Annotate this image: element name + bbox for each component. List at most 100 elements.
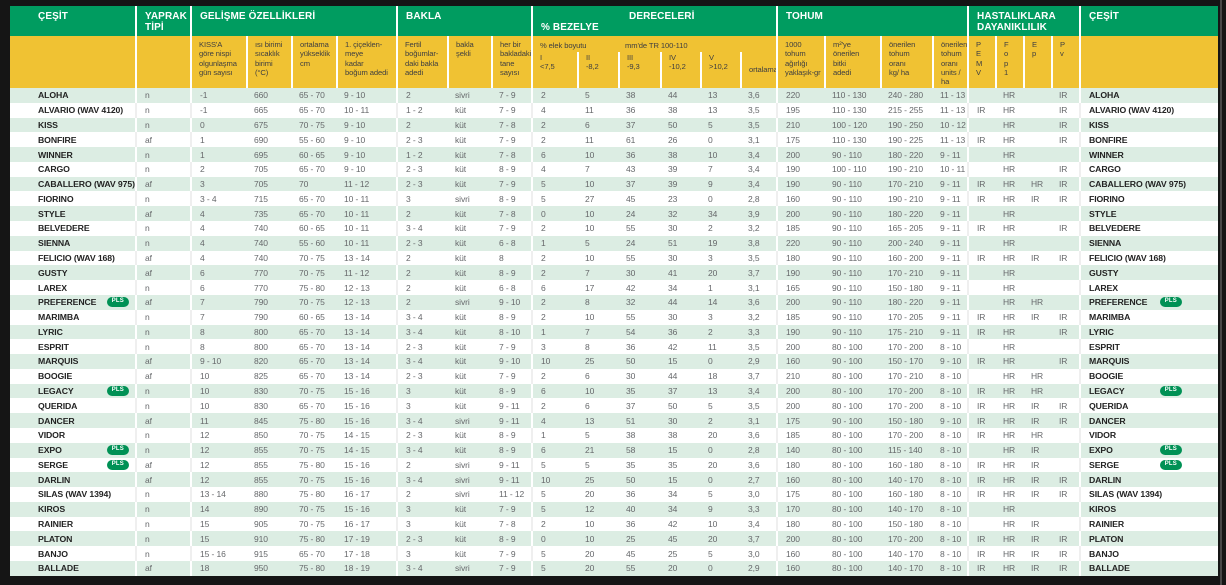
cell-e3: 55	[626, 563, 636, 574]
variety-name-cell-left: GUSTY	[10, 265, 135, 280]
cell-e5: 2	[708, 223, 713, 234]
cell-fertil: 2	[396, 294, 447, 310]
cell-sekil: sivri	[455, 415, 470, 426]
cell-bin: 200	[776, 147, 824, 162]
variety-name: LYRIC	[1089, 326, 1114, 337]
variety-name: DANCER	[1089, 415, 1126, 426]
variety-name: EXPO	[38, 445, 62, 456]
variety-name: CARGO	[1089, 164, 1121, 175]
cell-e5: 3	[708, 312, 713, 323]
cell-bin: 190	[776, 265, 824, 281]
cell-ep	[1023, 339, 1051, 354]
cell-ort: 3,4	[748, 519, 760, 530]
cell-e2: 20	[585, 548, 595, 559]
cell-pv: IR	[1059, 179, 1068, 190]
cell-e1: 2	[531, 265, 577, 281]
cell-units: 8 - 10	[940, 371, 962, 382]
cell-yaprak: n	[135, 280, 190, 295]
variety-name: MARQUIS	[1089, 356, 1130, 367]
pls-badge: PLS	[1159, 445, 1182, 456]
cell-m2: 90 - 110	[832, 252, 862, 263]
cell-pv	[1051, 206, 1079, 221]
cell-fop1: HR	[1003, 312, 1016, 323]
cell-ep: IR	[1031, 563, 1040, 574]
cell-pv: IR	[1059, 105, 1068, 116]
cell-pemv	[967, 235, 995, 251]
cell-fop1: HR	[1003, 356, 1016, 367]
cell-kgha: 170 - 200	[888, 400, 924, 411]
cell-kgha: 170 - 205	[888, 312, 924, 323]
cell-m2: 90 - 100	[832, 415, 863, 426]
cell-tane: 7 - 8	[499, 119, 516, 130]
cell-yaprak: n	[135, 531, 190, 547]
variety-name: RAINIER	[1089, 519, 1125, 530]
cell-bogum: 11 - 12	[344, 179, 370, 190]
table-row: BOOGIE af 10 825 65 - 70 13 - 14 2 - 3 küt 7 - 9…	[10, 368, 1218, 384]
cell-isi: 770	[254, 282, 268, 293]
cell-kgha: 140 - 170	[888, 504, 924, 515]
cell-tane: 9 - 11	[499, 474, 520, 485]
pls-badge: PLS	[1159, 460, 1182, 470]
cell-kissa: 12	[190, 427, 246, 443]
cell-isi: 820	[254, 356, 268, 367]
cell-m2: 90 - 110	[832, 179, 862, 190]
cell-ort: 3,5	[748, 252, 760, 263]
cell-sekil: küt	[455, 134, 467, 145]
cell-bogum: 15 - 16	[344, 504, 370, 515]
variety-name: STYLE	[1089, 208, 1117, 219]
cell-e4: 26	[668, 134, 678, 145]
cell-e4: 44	[668, 297, 678, 308]
cell-e5: 19	[708, 238, 718, 249]
variety-name: VIDOR	[1089, 430, 1117, 441]
cell-kissa: 8	[190, 339, 246, 355]
cell-ep: IR	[1031, 193, 1040, 204]
cell-e4: 25	[668, 548, 678, 559]
cell-isi: 910	[254, 533, 268, 544]
cell-m2: 90 - 110	[832, 267, 862, 278]
cell-e3: 36	[626, 105, 636, 116]
cell-yukseklik: 60 - 65	[299, 223, 325, 234]
variety-name-cell-right: LAREX	[1079, 280, 1218, 295]
cell-m2: 90 - 110	[832, 223, 862, 234]
cell-e5: 34	[708, 208, 718, 219]
cell-kissa: -1	[190, 88, 246, 103]
cell-bogum: 9 - 10	[344, 119, 366, 130]
cell-fop1: HR	[1003, 223, 1016, 234]
cell-kissa: 15	[190, 516, 246, 532]
cell-sekil: sivri	[455, 297, 470, 308]
cell-isi: 850	[254, 430, 268, 441]
variety-name: BELVEDERE	[38, 223, 90, 234]
cell-ep: IR	[1031, 519, 1040, 530]
cell-e2: 10	[585, 312, 595, 323]
cell-e3: 35	[626, 459, 636, 470]
cell-bogum: 9 - 10	[344, 90, 366, 101]
cell-fertil: 3 - 4	[396, 442, 447, 458]
cell-tane: 8 - 9	[499, 386, 516, 397]
cell-e5: 9	[708, 504, 713, 515]
table-row: MARIMBA n 7 790 60 - 65 13 - 14 3 - 4 küt 8 - 9 2…	[10, 309, 1218, 325]
cell-ep	[1023, 325, 1051, 340]
cell-e3: 54	[626, 326, 636, 337]
variety-name: LEGACY	[1089, 386, 1125, 397]
variety-name-cell-left: SIENNA	[10, 236, 135, 251]
variety-name-cell-left: EXPO PLS	[10, 443, 135, 458]
cell-e5: 5	[708, 119, 713, 130]
cell-bin: 195	[776, 102, 824, 118]
cell-kissa: 4	[190, 250, 246, 266]
variety-name: FELICIO (WAV 168)	[38, 252, 115, 263]
cell-ort: 3,6	[748, 297, 760, 308]
variety-name: SILAS (WAV 1394)	[38, 489, 112, 500]
cell-ort: 3,8	[748, 238, 760, 249]
variety-name-cell-left: BONFIRE	[10, 132, 135, 147]
cell-e1: 4	[531, 102, 577, 118]
cell-e3: 51	[626, 415, 636, 426]
table-row: EXPO PLS n 12 855 70 - 75 14 - 15 3 - 4 küt 8 - 9…	[10, 442, 1218, 458]
table-row: SILAS (WAV 1394) n 13 - 14 880 75 - 80 16 - 1…	[10, 487, 1218, 502]
cell-isi: 905	[254, 519, 268, 530]
cell-e5: 14	[708, 297, 718, 308]
cell-e3: 37	[626, 179, 636, 190]
cell-tane: 7 - 9	[499, 90, 516, 101]
table-row: WINNER n 1 695 60 - 65 9 - 10 1 - 2 küt 7 - 8 6 10…	[10, 147, 1218, 162]
cell-pv	[1051, 265, 1079, 280]
cell-pemv	[967, 161, 995, 177]
